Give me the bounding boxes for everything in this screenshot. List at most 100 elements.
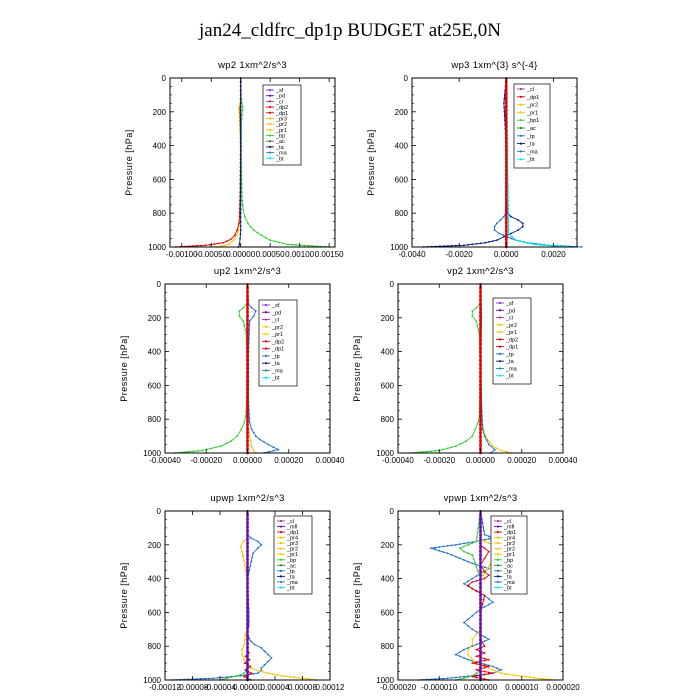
data-point (487, 574, 490, 577)
data-point (483, 594, 486, 597)
legend-label: _ac (526, 126, 536, 132)
data-point (239, 126, 242, 128)
data-point (250, 667, 252, 670)
legend-label: _ac (275, 139, 285, 145)
data-point (239, 109, 242, 112)
data-point (487, 443, 490, 446)
data-point (504, 169, 508, 172)
data-point (238, 104, 241, 106)
data-point (504, 112, 508, 116)
legend-item: _pr3 (277, 541, 298, 547)
data-point (446, 447, 449, 450)
legend-label: _pr4 (503, 536, 515, 542)
legend-label: _bp (275, 134, 285, 140)
data-point (278, 241, 280, 244)
data-point (246, 343, 249, 346)
data-point (450, 244, 453, 247)
x-tick-label: 0.00000 (233, 456, 262, 465)
data-point (487, 667, 490, 670)
data-point (239, 101, 242, 104)
data-point (479, 338, 482, 342)
series-bp (409, 283, 482, 454)
y-tick-label: 600 (153, 175, 167, 184)
legend-label: _mfl (503, 525, 514, 531)
legend-item: _pr2 (262, 325, 283, 331)
data-point (242, 208, 245, 211)
legend-marker (279, 575, 283, 578)
y-tick-label: 200 (395, 108, 409, 117)
data-point (213, 243, 216, 245)
data-point (479, 318, 482, 322)
panel-title: upwp 1xm^2/s^3 (210, 493, 284, 504)
legend-label: _pr3 (503, 541, 515, 547)
data-point (479, 634, 482, 638)
legend-item: _tp (494, 569, 512, 575)
data-point (537, 677, 540, 680)
data-point (504, 100, 508, 104)
data-point (276, 674, 279, 676)
data-point (487, 658, 490, 661)
data-point (496, 667, 498, 670)
y-tick-label: 400 (148, 575, 162, 584)
x-tick-label: -0.000010 (421, 683, 458, 692)
legend-label: _dp2 (271, 339, 284, 345)
y-tick-label: 200 (148, 314, 162, 323)
data-point (467, 552, 469, 555)
data-point (228, 243, 230, 246)
data-point (222, 241, 224, 244)
data-point (503, 215, 505, 218)
plot-frame (169, 77, 336, 248)
legend-item: _tp (517, 134, 535, 140)
data-point (479, 549, 482, 553)
data-point (507, 220, 510, 223)
data-point (512, 674, 515, 676)
data-point (244, 655, 247, 658)
data-point (463, 550, 465, 553)
data-point (246, 545, 249, 549)
legend-item: _bp (266, 134, 285, 140)
x-tick-label: 0.0000 (494, 250, 519, 259)
data-point (475, 655, 478, 658)
legend-label: _mfl (286, 525, 297, 531)
x-tick-label: 0.000020 (546, 683, 580, 692)
data-point (246, 666, 249, 670)
legend-label: _pr1 (271, 332, 283, 338)
data-point (246, 355, 249, 358)
data-point (236, 674, 239, 677)
data-point (479, 367, 482, 370)
x-tick-label: 0.00000 (466, 456, 495, 465)
legend-marker (519, 103, 523, 106)
data-point (421, 451, 424, 453)
legend-marker (268, 134, 272, 137)
data-point (471, 658, 474, 661)
data-point (224, 244, 226, 247)
legend-box (513, 83, 551, 169)
chart-vp2: vp2 1xm^2/s^3 Pressure [hPa] 0 200 400 600 800… (352, 266, 578, 465)
data-point (503, 102, 505, 105)
data-point (504, 84, 508, 88)
legend-marker (519, 95, 523, 98)
legend-marker (279, 542, 283, 545)
data-point (244, 669, 247, 671)
data-point (479, 590, 482, 593)
data-point (483, 566, 486, 569)
data-point (246, 610, 249, 613)
data-point (500, 672, 502, 675)
data-point (489, 564, 491, 566)
data-point (479, 379, 482, 382)
data-point (487, 671, 490, 674)
legend-marker (519, 119, 523, 122)
data-point (533, 676, 535, 679)
data-point (291, 243, 293, 246)
data-point (477, 421, 479, 424)
y-tick-label: 800 (381, 642, 395, 651)
data-point (504, 132, 508, 136)
data-point (479, 670, 482, 674)
x-tick-label: -0.00008 (177, 683, 209, 692)
data-point (252, 431, 255, 434)
data-point (246, 662, 249, 666)
data-point (260, 234, 263, 237)
legend-label: _ta (503, 574, 513, 580)
legend-marker (279, 525, 283, 528)
